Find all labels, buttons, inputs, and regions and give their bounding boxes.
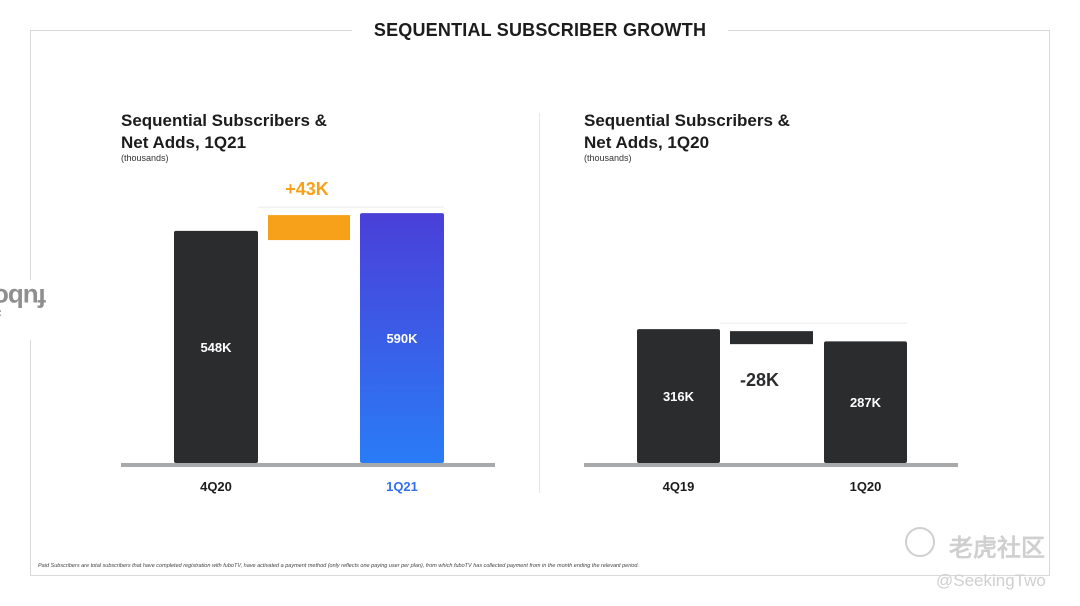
watermark-logo-icon [905,527,935,557]
category-label-4Q20: 4Q20 [200,479,232,494]
watermark: 老虎社区 [905,527,1065,562]
right-panel-title: Sequential Subscribers & Net Adds, 1Q20 [584,111,790,152]
page-title: SEQUENTIAL SUBSCRIBER GROWTH [0,20,1080,41]
net-add-block [268,215,350,241]
category-label-1Q21: 1Q21 [386,479,418,494]
bar-1Q21 [360,213,444,463]
net-add-label: +43K [285,179,329,199]
category-label-1Q20: 1Q20 [850,479,882,494]
x-axis-baseline [121,463,495,467]
net-add-block [730,331,813,345]
bar-4Q20 [174,230,258,463]
value-label-4Q19: 316K [663,389,695,404]
left-panel-subtitle: (thousands) [121,153,169,163]
watermark-handle: @SeekingTwo [936,571,1046,590]
fubo-logo: fuboTV [0,280,54,340]
bar-1Q20 [824,341,907,463]
panel-divider [539,113,540,493]
value-label-1Q21: 590K [386,331,418,346]
left-panel-title: Sequential Subscribers & Net Adds, 1Q21 [121,111,327,152]
footnote: Paid Subscribers are total subscribers t… [38,563,639,569]
value-label-1Q20: 287K [850,395,882,410]
bar-4Q19 [637,329,720,463]
right-panel-subtitle: (thousands) [584,153,632,163]
category-label-4Q19: 4Q19 [663,479,695,494]
x-axis-baseline [584,463,958,467]
value-label-4Q20: 548K [200,340,232,355]
net-add-label: -28K [740,370,779,390]
